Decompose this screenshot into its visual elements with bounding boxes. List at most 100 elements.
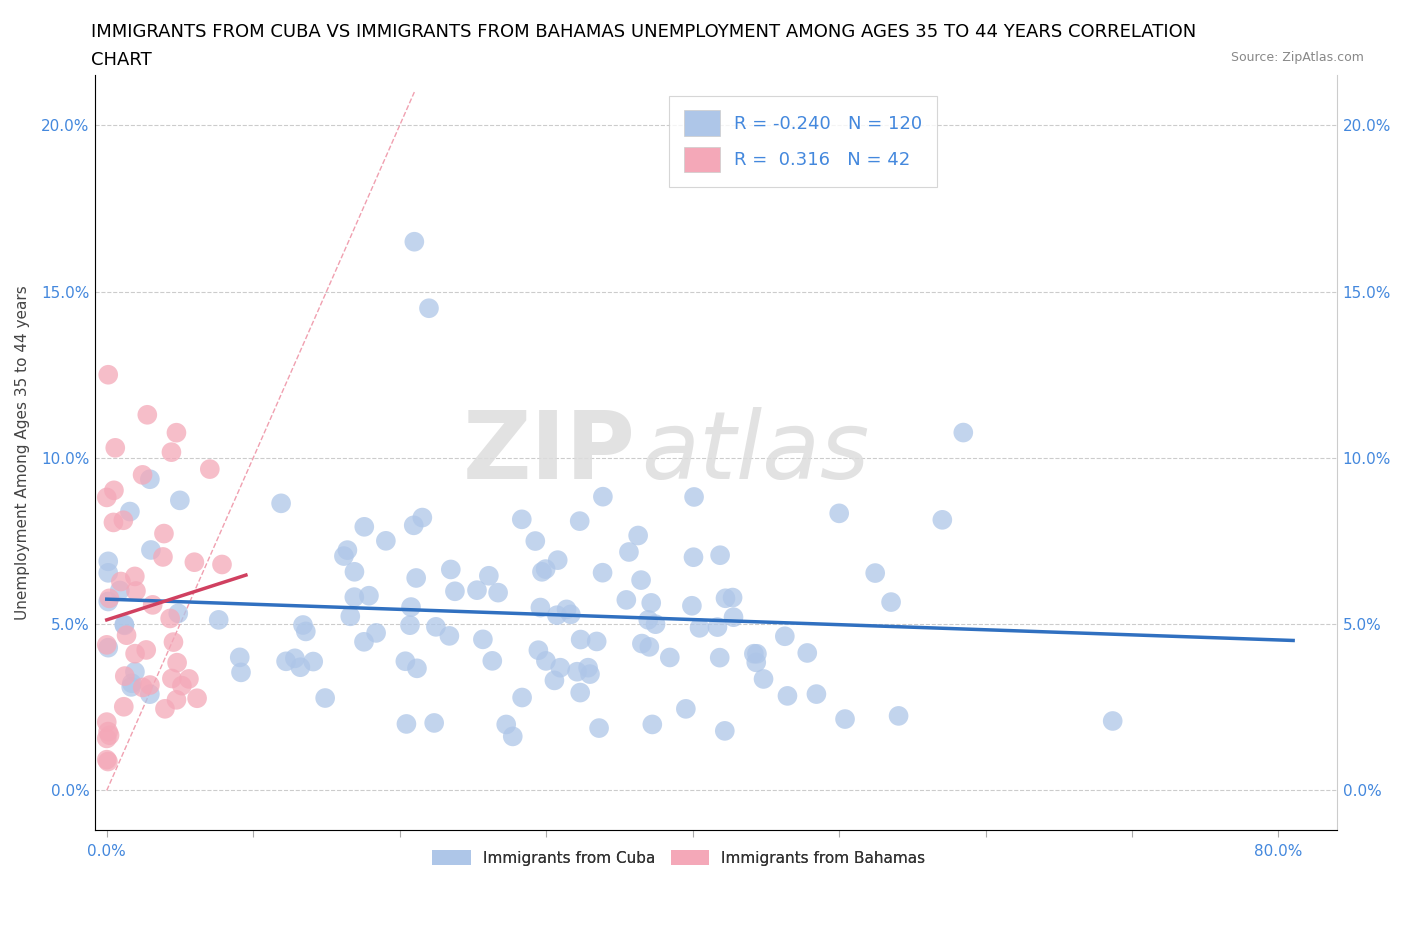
Point <box>529 600 551 615</box>
Point <box>752 671 775 686</box>
Point <box>103 483 125 498</box>
Point <box>576 660 599 675</box>
Point <box>465 583 488 598</box>
Point <box>284 651 307 666</box>
Point <box>714 724 737 738</box>
Point <box>124 569 146 584</box>
Point <box>931 512 953 527</box>
Point <box>353 519 375 534</box>
Point <box>97 594 120 609</box>
Point <box>423 715 446 730</box>
Point <box>96 637 118 652</box>
Point <box>208 613 231 628</box>
Point <box>565 664 588 679</box>
Point <box>402 518 425 533</box>
Point <box>546 608 568 623</box>
Text: Source: ZipAtlas.com: Source: ZipAtlas.com <box>1230 51 1364 64</box>
Point <box>644 617 666 631</box>
Point <box>404 234 426 249</box>
Point <box>96 714 118 729</box>
Point <box>617 545 640 560</box>
Point <box>548 660 571 675</box>
Point <box>681 598 703 613</box>
Point <box>98 591 121 605</box>
Point <box>630 573 652 588</box>
Point <box>863 565 886 580</box>
Point <box>186 691 208 706</box>
Point <box>139 686 162 701</box>
Point <box>136 407 159 422</box>
Text: atlas: atlas <box>641 407 870 498</box>
Point <box>440 562 463 577</box>
Point <box>96 490 118 505</box>
Point <box>406 661 429 676</box>
Point <box>131 468 153 483</box>
Point <box>97 565 120 580</box>
Point <box>706 619 728 634</box>
Point <box>631 636 654 651</box>
Point <box>124 646 146 661</box>
Point <box>115 628 138 643</box>
Point <box>1101 713 1123 728</box>
Point <box>425 619 447 634</box>
Point <box>828 506 851 521</box>
Point <box>568 513 591 528</box>
Point <box>530 565 553 579</box>
Point <box>721 591 744 605</box>
Point <box>395 716 418 731</box>
Point <box>534 562 557 577</box>
Point <box>152 550 174 565</box>
Point <box>166 693 188 708</box>
Point <box>834 711 856 726</box>
Point <box>124 664 146 679</box>
Point <box>638 640 661 655</box>
Point <box>714 591 737 605</box>
Point <box>170 678 193 693</box>
Point <box>139 542 162 557</box>
Point <box>560 607 582 622</box>
Point <box>153 526 176 541</box>
Point <box>120 680 142 695</box>
Point <box>169 493 191 508</box>
Text: CHART: CHART <box>91 51 152 69</box>
Point <box>588 721 610 736</box>
Point <box>112 699 135 714</box>
Point <box>108 583 131 598</box>
Point <box>742 646 765 661</box>
Point <box>411 511 433 525</box>
Point <box>211 557 233 572</box>
Point <box>114 669 136 684</box>
Point <box>502 729 524 744</box>
Point <box>353 634 375 649</box>
Legend: Immigrants from Cuba, Immigrants from Bahamas: Immigrants from Cuba, Immigrants from Ba… <box>426 844 931 871</box>
Y-axis label: Unemployment Among Ages 35 to 44 years: Unemployment Among Ages 35 to 44 years <box>15 286 30 620</box>
Point <box>121 676 143 691</box>
Point <box>142 597 165 612</box>
Point <box>295 624 318 639</box>
Point <box>683 489 706 504</box>
Point <box>96 752 118 767</box>
Point <box>592 565 614 580</box>
Point <box>98 728 121 743</box>
Point <box>880 594 903 609</box>
Point <box>543 673 565 688</box>
Point <box>637 612 659 627</box>
Point <box>290 659 312 674</box>
Point <box>274 654 297 669</box>
Point <box>97 640 120 655</box>
Point <box>709 650 731 665</box>
Point <box>569 632 592 647</box>
Point <box>114 618 136 632</box>
Point <box>135 643 157 658</box>
Point <box>806 686 828 701</box>
Point <box>198 461 221 476</box>
Point <box>569 685 592 700</box>
Point <box>418 300 440 315</box>
Point <box>547 552 569 567</box>
Point <box>125 583 148 598</box>
Point <box>776 688 799 703</box>
Point <box>166 656 188 671</box>
Point <box>471 631 494 646</box>
Point <box>339 609 361 624</box>
Point <box>614 592 637 607</box>
